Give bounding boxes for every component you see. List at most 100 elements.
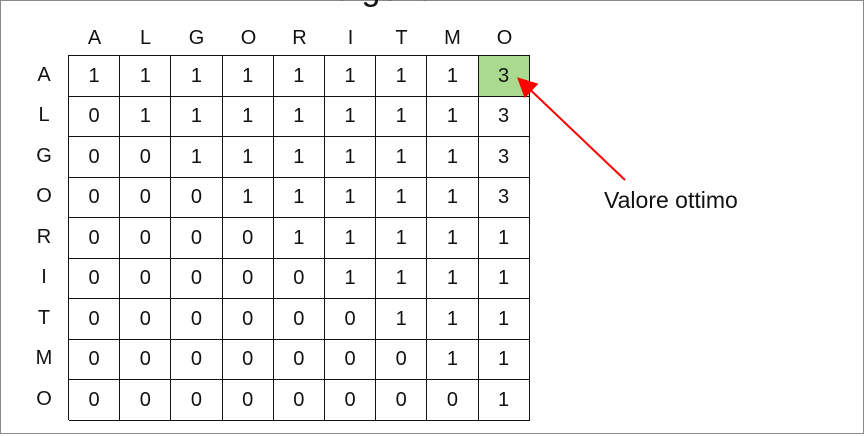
matrix-cell: 1 [427, 258, 479, 299]
matrix-cell: 0 [69, 177, 121, 218]
row-header: A [37, 64, 51, 86]
matrix-cell: 1 [120, 56, 172, 97]
matrix-cell: 0 [69, 96, 121, 137]
matrix-cell: 1 [222, 177, 274, 218]
matrix-cell: 1 [376, 258, 428, 299]
matrix-cell: 1 [324, 56, 377, 97]
matrix-cell: 3 [478, 177, 530, 218]
matrix-cell: 0 [222, 258, 274, 299]
matrix-cell: 0 [222, 339, 274, 380]
matrix-cell: 1 [171, 137, 223, 178]
matrix-cell: 3 [478, 96, 530, 137]
matrix-cell: 1 [273, 137, 325, 178]
row-header: O [36, 388, 52, 410]
row-header: L [38, 104, 50, 126]
column-header: A [87, 27, 102, 49]
matrix-cell: 0 [69, 258, 121, 299]
column-header: T [395, 27, 408, 49]
matrix-cell: 0 [171, 258, 223, 299]
matrix-cell: 0 [120, 380, 172, 421]
matrix-cell: 0 [273, 299, 325, 340]
matrix-cell: 0 [427, 380, 479, 421]
matrix-cell: 1 [376, 56, 428, 97]
matrix-cell: 1 [273, 218, 325, 259]
matrix-cell: 0 [69, 339, 121, 380]
matrix-cell: 1 [478, 339, 530, 380]
matrix-cell: 1 [478, 258, 530, 299]
matrix-cell: 1 [324, 96, 377, 137]
matrix-cell: 0 [376, 380, 428, 421]
matrix-cell: 1 [427, 56, 479, 97]
dp-matrix: 1 1 1 1 1 1 1 1 3 0 1 1 1 1 1 1 1 3 0 0 … [68, 55, 530, 421]
matrix-cell: 0 [120, 137, 172, 178]
matrix-cell: 0 [222, 299, 274, 340]
matrix-cell: 0 [69, 299, 121, 340]
row-header: I [41, 266, 47, 288]
column-header: M [444, 27, 461, 49]
row-header: G [36, 145, 52, 167]
matrix-cell: 0 [120, 258, 172, 299]
matrix-cell: 0 [171, 380, 223, 421]
matrix-cell: 0 [222, 218, 274, 259]
matrix-cell: 0 [171, 177, 223, 218]
matrix-cell: 1 [222, 137, 274, 178]
matrix-cell: 0 [376, 339, 428, 380]
matrix-cell: 1 [478, 299, 530, 340]
matrix-cell: 0 [273, 380, 325, 421]
matrix-cell: 1 [376, 218, 428, 259]
matrix-cell: 1 [273, 96, 325, 137]
optimal-value-label: Valore ottimo [604, 187, 738, 213]
matrix-cell: 0 [273, 258, 325, 299]
matrix-cell: 1 [427, 299, 479, 340]
matrix-cell: 1 [222, 56, 274, 97]
matrix-cell: 1 [376, 137, 428, 178]
matrix-cell: 1 [120, 96, 172, 137]
matrix-cell: 1 [427, 96, 479, 137]
row-header: O [36, 185, 52, 207]
column-header: O [240, 27, 257, 49]
matrix-cell: 1 [171, 56, 223, 97]
column-header: I [347, 27, 354, 49]
matrix-cell: 1 [69, 56, 121, 97]
matrix-cell: 0 [171, 339, 223, 380]
column-header: R [292, 27, 307, 49]
matrix-cell: 0 [120, 339, 172, 380]
matrix-cell: 1 [324, 218, 377, 259]
matrix-cell: 0 [171, 299, 223, 340]
row-header: R [36, 226, 52, 248]
matrix-cell: 0 [69, 137, 121, 178]
matrix-cell: 1 [171, 96, 223, 137]
matrix-cell: 1 [324, 137, 377, 178]
matrix-cell: 0 [69, 218, 121, 259]
matrix-cell: 0 [120, 218, 172, 259]
matrix-cell: 1 [427, 177, 479, 218]
matrix-cell: 0 [120, 299, 172, 340]
matrix-cell: 0 [222, 380, 274, 421]
matrix-cell: 0 [69, 380, 121, 421]
matrix-cell: 0 [324, 339, 377, 380]
matrix-cell: 1 [478, 218, 530, 259]
matrix-cell: 1 [324, 258, 377, 299]
matrix-cell: 0 [324, 299, 377, 340]
matrix-cell: 3 [478, 137, 530, 178]
matrix-cell: 1 [324, 177, 377, 218]
matrix-cell: 1 [427, 339, 479, 380]
matrix-cell: 1 [376, 177, 428, 218]
matrix-cell: 1 [273, 56, 325, 97]
matrix-cell: 0 [273, 339, 325, 380]
matrix-cell: 1 [427, 218, 479, 259]
matrix-cell: 1 [222, 96, 274, 137]
column-header: L [139, 27, 152, 49]
matrix-cell: 1 [478, 380, 530, 421]
row-header: M [35, 347, 53, 369]
matrix-cell: 1 [273, 177, 325, 218]
matrix-cell: 0 [171, 218, 223, 259]
optimal-value-cell: 3 [478, 56, 530, 97]
column-header: O [496, 27, 513, 49]
row-header: T [37, 307, 51, 329]
matrix-cell: 1 [376, 96, 428, 137]
matrix-cell: 1 [427, 137, 479, 178]
matrix-cell: 1 [376, 299, 428, 340]
matrix-cell: 0 [120, 177, 172, 218]
column-header: G [188, 27, 205, 49]
